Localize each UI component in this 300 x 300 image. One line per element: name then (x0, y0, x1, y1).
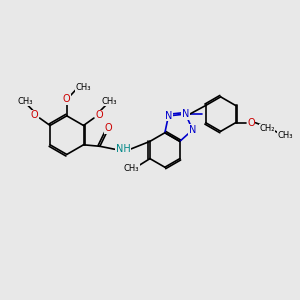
Text: CH₃: CH₃ (101, 97, 116, 106)
Text: O: O (104, 124, 112, 134)
Text: N: N (182, 109, 189, 119)
Text: CH₃: CH₃ (124, 164, 139, 172)
Text: O: O (31, 110, 38, 120)
Text: CH₃: CH₃ (76, 83, 91, 92)
Text: N: N (189, 125, 196, 135)
Text: O: O (63, 94, 70, 104)
Text: CH₂: CH₂ (259, 124, 274, 133)
Text: O: O (95, 110, 103, 120)
Text: O: O (247, 118, 255, 128)
Text: CH₃: CH₃ (278, 131, 293, 140)
Text: N: N (165, 111, 172, 121)
Text: NH: NH (116, 144, 130, 154)
Text: CH₃: CH₃ (17, 97, 32, 106)
